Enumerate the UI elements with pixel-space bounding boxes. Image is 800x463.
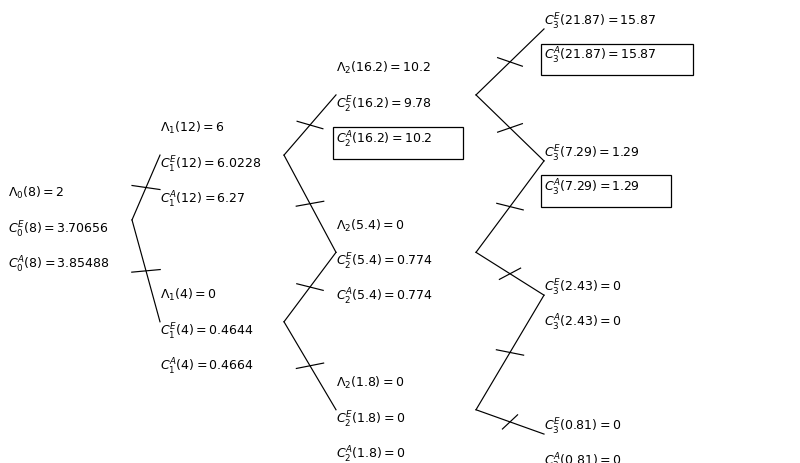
Text: $C_3^A(7.29) = 1.29$: $C_3^A(7.29) = 1.29$ bbox=[544, 178, 640, 198]
Text: $C_2^A(16.2) = 10.2$: $C_2^A(16.2) = 10.2$ bbox=[336, 130, 432, 150]
Text: $\Lambda_2(5.4) = 0$: $\Lambda_2(5.4) = 0$ bbox=[336, 218, 405, 234]
Text: $C_2^E(5.4) = 0.774$: $C_2^E(5.4) = 0.774$ bbox=[336, 252, 432, 272]
Text: $C_1^A(12) = 6.27$: $C_1^A(12) = 6.27$ bbox=[160, 190, 245, 210]
Bar bbox=[541, 175, 671, 207]
Bar bbox=[333, 127, 463, 158]
Text: $C_0^A(8) = 3.85488$: $C_0^A(8) = 3.85488$ bbox=[8, 255, 110, 275]
Text: $C_1^E(4) = 0.4644$: $C_1^E(4) = 0.4644$ bbox=[160, 322, 254, 342]
Text: $C_3^A(0.81) = 0$: $C_3^A(0.81) = 0$ bbox=[544, 451, 622, 463]
Text: $C_1^A(4) = 0.4664$: $C_1^A(4) = 0.4664$ bbox=[160, 357, 254, 376]
Text: $\Lambda_2(16.2) = 10.2$: $\Lambda_2(16.2) = 10.2$ bbox=[336, 60, 430, 76]
Text: $C_3^E(2.43) = 0$: $C_3^E(2.43) = 0$ bbox=[544, 278, 622, 298]
Text: $C_3^A(21.87) = 15.87$: $C_3^A(21.87) = 15.87$ bbox=[544, 46, 657, 66]
Text: $C_3^A(2.43) = 0$: $C_3^A(2.43) = 0$ bbox=[544, 313, 622, 332]
Text: $C_3^E(0.81) = 0$: $C_3^E(0.81) = 0$ bbox=[544, 417, 621, 437]
Text: $C_2^A(5.4) = 0.774$: $C_2^A(5.4) = 0.774$ bbox=[336, 287, 433, 307]
Text: $C_0^E(8) = 3.70656$: $C_0^E(8) = 3.70656$ bbox=[8, 220, 108, 240]
Bar bbox=[541, 44, 693, 75]
Text: $C_2^E(1.8) = 0$: $C_2^E(1.8) = 0$ bbox=[336, 410, 405, 430]
Text: $C_3^E(7.29) = 1.29$: $C_3^E(7.29) = 1.29$ bbox=[544, 144, 639, 163]
Text: $C_3^E(21.87) = 15.87$: $C_3^E(21.87) = 15.87$ bbox=[544, 12, 656, 31]
Text: $C_2^E(16.2) = 9.78$: $C_2^E(16.2) = 9.78$ bbox=[336, 95, 432, 115]
Text: $\Lambda_0(8) = 2$: $\Lambda_0(8) = 2$ bbox=[8, 185, 64, 201]
Text: $\Lambda_1(4) = 0$: $\Lambda_1(4) = 0$ bbox=[160, 287, 217, 303]
Text: $\Lambda_2(1.8) = 0$: $\Lambda_2(1.8) = 0$ bbox=[336, 375, 404, 391]
Text: $\Lambda_1(12) = 6$: $\Lambda_1(12) = 6$ bbox=[160, 120, 225, 137]
Text: $C_1^E(12) = 6.0228$: $C_1^E(12) = 6.0228$ bbox=[160, 155, 262, 175]
Text: $C_2^A(1.8) = 0$: $C_2^A(1.8) = 0$ bbox=[336, 444, 406, 463]
